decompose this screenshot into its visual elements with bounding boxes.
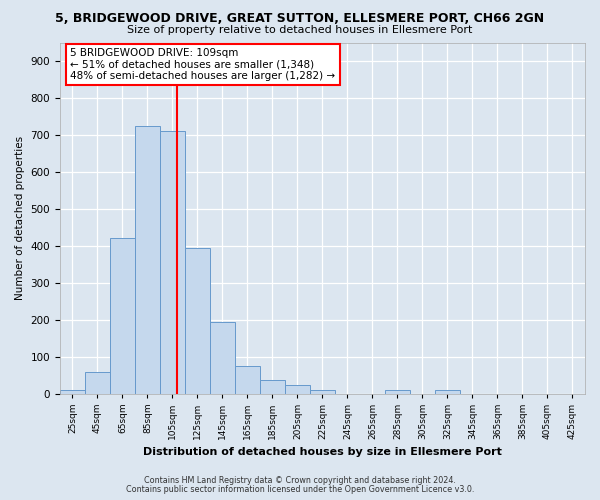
Bar — [285, 384, 310, 394]
Bar — [185, 248, 210, 394]
Bar — [60, 390, 85, 394]
Text: Contains HM Land Registry data © Crown copyright and database right 2024.: Contains HM Land Registry data © Crown c… — [144, 476, 456, 485]
Bar — [135, 126, 160, 394]
Bar — [310, 390, 335, 394]
Bar — [85, 372, 110, 394]
Bar — [210, 322, 235, 394]
Bar — [235, 366, 260, 394]
Bar — [385, 390, 410, 394]
X-axis label: Distribution of detached houses by size in Ellesmere Port: Distribution of detached houses by size … — [143, 448, 502, 458]
Text: 5 BRIDGEWOOD DRIVE: 109sqm
← 51% of detached houses are smaller (1,348)
48% of s: 5 BRIDGEWOOD DRIVE: 109sqm ← 51% of deta… — [70, 48, 335, 81]
Bar — [435, 390, 460, 394]
Text: Size of property relative to detached houses in Ellesmere Port: Size of property relative to detached ho… — [127, 25, 473, 35]
Bar — [160, 131, 185, 394]
Bar — [110, 238, 135, 394]
Text: 5, BRIDGEWOOD DRIVE, GREAT SUTTON, ELLESMERE PORT, CH66 2GN: 5, BRIDGEWOOD DRIVE, GREAT SUTTON, ELLES… — [55, 12, 545, 26]
Y-axis label: Number of detached properties: Number of detached properties — [15, 136, 25, 300]
Bar — [260, 380, 285, 394]
Text: Contains public sector information licensed under the Open Government Licence v3: Contains public sector information licen… — [126, 485, 474, 494]
